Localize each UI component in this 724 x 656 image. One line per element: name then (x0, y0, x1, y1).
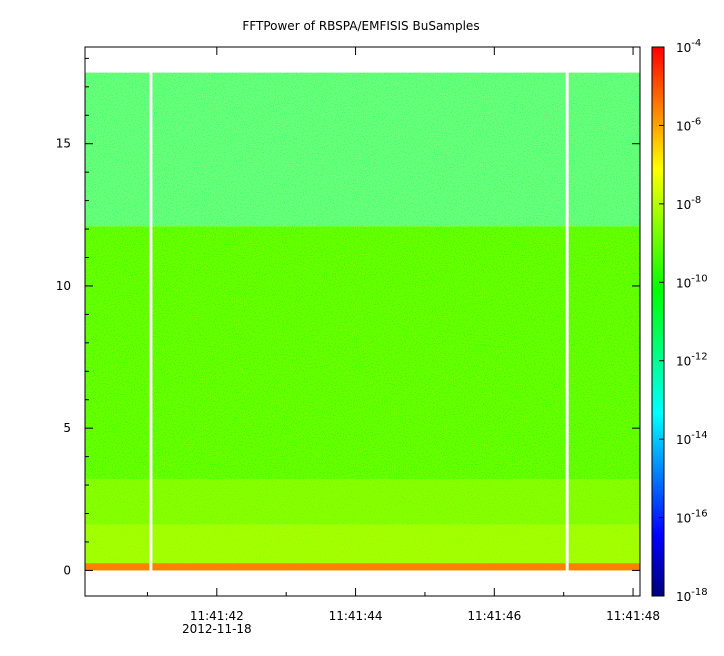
data-gap-1 (565, 71, 569, 596)
plot-inner (85, 47, 640, 596)
x-axis: 2012-11-18 11:41:42 11:41:44 11:41:46 11:41… (146, 47, 660, 636)
colorbar: 10-4 10-6 10-8 10-10 10-12 10-14 10-16 10-18 (651, 38, 708, 604)
plot-area (84, 46, 641, 597)
x-tick-label: 11:41:48 (606, 609, 660, 623)
plot-frame (84, 46, 641, 597)
colorbar-tick-label: 10-10 (676, 273, 708, 290)
colorbar-strip (651, 46, 665, 597)
colorbar-tick-label: 10-18 (676, 587, 708, 604)
y-axis: 0 5 10 15 (56, 57, 640, 577)
spectrogram-band-1 (85, 226, 640, 480)
x-tick-label: 11:41:42 (190, 609, 244, 623)
spectrogram-band-0 (85, 72, 640, 227)
spectrogram-bands (85, 72, 640, 571)
x-tick-label: 11:41:46 (467, 609, 521, 623)
chart-title: FFTPower of RBSPA/EMFISIS BuSamples (242, 19, 479, 33)
data-gap-0 (149, 71, 153, 596)
colorbar-tick-label: 10-12 (676, 352, 708, 369)
y-tick-label: 15 (56, 137, 71, 151)
colorbar-tick-label: 10-6 (676, 116, 701, 133)
colorbar-tick-label: 10-14 (676, 430, 708, 447)
colorbar-tick-label: 10-16 (676, 509, 708, 526)
x-date-label: 2012-11-18 (182, 622, 252, 636)
colorbar-tick-label: 10-8 (676, 195, 701, 212)
spectrogram-band-2 (85, 479, 640, 525)
spectrogram-band-3 (85, 524, 640, 571)
y-tick-label: 0 (63, 563, 71, 577)
y-tick-label: 5 (63, 421, 71, 435)
colorbar-tick-label: 10-4 (676, 38, 701, 55)
baseline-strip (85, 563, 640, 571)
y-tick-label: 10 (56, 279, 71, 293)
x-tick-label: 11:41:44 (329, 609, 383, 623)
